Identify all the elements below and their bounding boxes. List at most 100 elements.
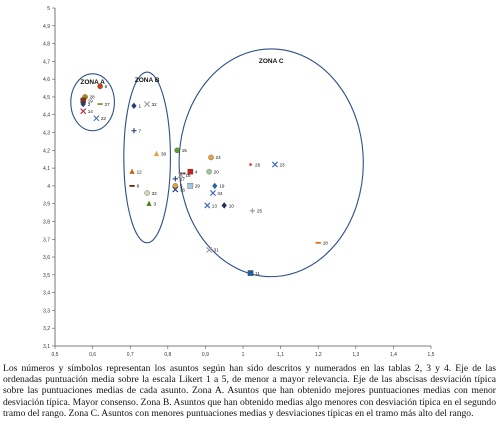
data-point-label: 22	[101, 116, 107, 121]
x-tick-label: 0,6	[89, 352, 96, 358]
data-point-label: 23	[279, 162, 285, 167]
data-point	[144, 190, 150, 196]
data-point	[172, 176, 178, 182]
x-tick-label: 0,5	[52, 352, 59, 358]
data-point	[247, 270, 254, 276]
data-point	[172, 186, 179, 193]
zone-ellipse	[123, 71, 171, 244]
data-point	[131, 102, 137, 110]
y-tick-label: 4,1	[43, 166, 50, 172]
data-point-label: 16	[185, 173, 191, 178]
y-tick-label: 3,8	[43, 219, 50, 225]
data-point	[144, 101, 151, 108]
data-point	[97, 103, 103, 105]
data-point	[212, 182, 218, 190]
y-tick-label: 4,2	[43, 148, 50, 154]
data-point-label: 8	[137, 184, 140, 189]
data-point	[97, 83, 103, 90]
data-point-label: 13	[212, 203, 218, 208]
data-point	[131, 128, 137, 134]
data-point-label: 1	[138, 104, 141, 109]
data-point-label: 28	[90, 95, 96, 100]
data-point-label: 27	[105, 102, 111, 107]
data-point	[80, 100, 86, 108]
x-tick-label: 1,4	[390, 352, 397, 358]
data-point	[129, 168, 135, 174]
y-tick-label: 4,9	[43, 24, 50, 30]
data-point	[249, 163, 252, 166]
data-point	[208, 154, 214, 161]
y-tick-label: 3,5	[43, 273, 50, 279]
y-tick-label: 4,4	[43, 113, 50, 119]
data-point-label: 19	[88, 98, 94, 103]
data-point	[249, 208, 255, 214]
data-point	[271, 161, 278, 168]
data-point-label: 36	[180, 187, 186, 192]
data-point	[187, 183, 194, 189]
y-tick-label: 3,6	[43, 255, 50, 261]
y-tick-label: 3,2	[43, 326, 50, 332]
data-point	[206, 246, 213, 253]
zone-label: ZONA A	[80, 79, 105, 86]
data-point-label: 32	[152, 102, 158, 107]
zone-label: ZONA B	[135, 77, 160, 84]
x-tick-label: 1,1	[277, 352, 284, 358]
data-point-label: 2	[88, 102, 91, 107]
data-point	[221, 202, 227, 209]
data-point	[93, 115, 100, 122]
zone-label: ZONA C	[259, 58, 284, 65]
y-tick-label: 4,7	[43, 59, 50, 65]
data-point-label: 26	[255, 162, 261, 167]
x-tick-label: 1	[242, 352, 245, 358]
data-point	[172, 183, 179, 189]
data-point-label: 10	[229, 203, 235, 208]
y-tick-label: 3,7	[43, 237, 50, 243]
zone-ellipses: ZONA A ZONA B ZONA C	[70, 48, 364, 278]
data-point-label: 30	[161, 152, 167, 157]
y-tick-label: 4	[47, 184, 50, 190]
x-tick-label: 0,8	[164, 352, 171, 358]
data-point-label: 29	[195, 184, 201, 189]
data-points: 6281922714221327153012833391617536429242…	[80, 83, 329, 276]
x-tick-label: 1,5	[428, 352, 435, 358]
y-tick-label: 5	[47, 6, 50, 12]
data-point	[206, 168, 212, 175]
data-point	[80, 108, 87, 115]
data-point	[187, 168, 194, 175]
data-point-label: 15	[182, 148, 188, 153]
x-tick-label: 0,7	[127, 352, 134, 358]
y-tick-label: 3,9	[43, 202, 50, 208]
data-point	[204, 202, 211, 209]
y-tick-label: 3,4	[43, 291, 50, 297]
data-point-label: 4	[195, 169, 198, 174]
x-tick-label: 1,2	[315, 352, 322, 358]
data-point	[153, 150, 160, 157]
y-tick-label: 3,3	[43, 308, 50, 314]
data-point-label: 33	[152, 191, 158, 196]
data-point-label: 14	[88, 109, 94, 114]
zone-ellipse	[70, 73, 115, 132]
data-point-label: 19	[219, 184, 225, 189]
data-point	[146, 200, 152, 206]
x-tick-label: 1,3	[352, 352, 359, 358]
data-point-label: 12	[137, 169, 143, 174]
data-point	[174, 147, 180, 154]
data-point-label: 25	[257, 209, 263, 214]
y-tick-label: 4,5	[43, 95, 50, 101]
data-point-label: 24	[216, 155, 222, 160]
y-tick-label: 4,8	[43, 42, 50, 48]
y-tick-label: 4,6	[43, 77, 50, 83]
data-point-label: 3	[154, 201, 157, 206]
data-point-label: 18	[323, 241, 329, 246]
data-point	[315, 241, 321, 244]
figure-caption: Los números y símbolos representan los a…	[3, 363, 496, 419]
y-tick-label: 4,3	[43, 131, 50, 137]
axes: 3,1 3,2 3,3 3,4 3,5 3,6 3,7 3,8 3,9 4 4,1 4,2 4,3 4,4…	[43, 6, 435, 358]
zone-ellipse	[178, 48, 364, 278]
data-point-label: 7	[138, 129, 141, 134]
data-point-label: 6	[105, 84, 108, 89]
data-point-label: 17	[180, 177, 186, 182]
data-point	[177, 172, 184, 179]
data-point	[129, 184, 135, 187]
x-tick-label: 0,9	[202, 352, 209, 358]
